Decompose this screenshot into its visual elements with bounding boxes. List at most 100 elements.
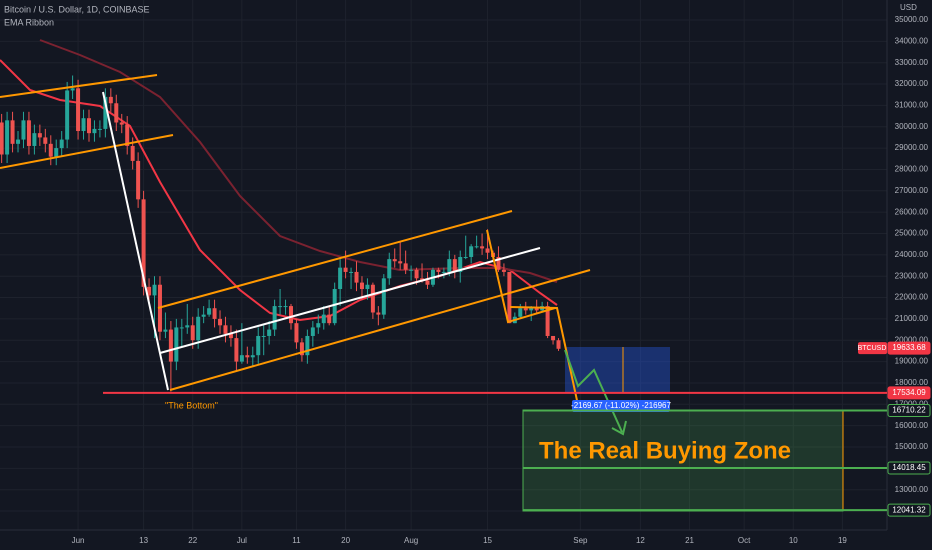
candle-body (267, 329, 272, 336)
candle-body (48, 143, 53, 157)
candle-body (0, 122, 4, 155)
candle-body (86, 118, 91, 134)
candle-body (239, 355, 244, 362)
y-tick-label: 16000.00 (895, 421, 929, 430)
candle-body (256, 335, 261, 356)
y-tick-label: 22000.00 (895, 293, 929, 302)
x-tick-label: 10 (789, 536, 798, 545)
y-tick-label: 27000.00 (895, 186, 929, 195)
chart-title: Bitcoin / U.S. Dollar, 1D, COINBASE (4, 4, 150, 14)
x-tick-label: 15 (483, 536, 492, 545)
candle-body (92, 128, 97, 134)
candle-body (447, 259, 452, 272)
trend-line (102, 91, 169, 391)
candle-body (245, 355, 250, 358)
channel-line (0, 134, 174, 169)
candle-body (534, 308, 539, 311)
x-tick-label: 11 (292, 536, 301, 545)
y-tick-label: 30000.00 (895, 122, 929, 131)
candle-body (26, 120, 31, 146)
candle-body (403, 263, 408, 270)
trend-line (159, 247, 541, 354)
candle-body (59, 139, 64, 149)
y-tick-label: 26000.00 (895, 207, 929, 216)
candle-body (147, 286, 152, 296)
candle-body (436, 269, 441, 272)
candle-body (174, 327, 179, 362)
candle-body (272, 306, 277, 330)
x-tick-label: Oct (738, 536, 751, 545)
candle-body (474, 246, 479, 248)
level-box (887, 341, 931, 355)
y-tick-label: 17000.00 (895, 399, 929, 408)
candle-body (141, 199, 146, 287)
x-tick-label: 22 (188, 536, 197, 545)
candle-body (37, 133, 42, 138)
candle-body (469, 246, 474, 257)
level-box (887, 461, 931, 475)
candle-body (207, 308, 212, 315)
candle-body (507, 271, 512, 324)
x-tick-label: 19 (838, 536, 847, 545)
position-box (565, 347, 670, 393)
candle-body (163, 329, 168, 332)
candle-body (414, 269, 419, 279)
y-tick-label: 19000.00 (895, 357, 929, 366)
level-box (887, 503, 931, 517)
time-axis (0, 530, 932, 550)
candle-body (196, 316, 201, 341)
candle-body (518, 308, 523, 317)
candle-body (81, 118, 86, 132)
candle-body (190, 325, 195, 341)
position-pill (572, 400, 670, 412)
candle-body (365, 284, 370, 290)
candle-body (125, 124, 130, 146)
axis-unit: USD (900, 3, 917, 12)
y-tick-label: 31000.00 (895, 101, 929, 110)
candle-body (228, 333, 233, 339)
candle-body (338, 267, 343, 290)
candle-body (343, 267, 348, 272)
candle-body (501, 269, 506, 272)
candle-body (409, 269, 414, 271)
level-label: 17534.09 (892, 388, 926, 397)
candle-body (21, 120, 26, 140)
candle-body (10, 120, 15, 144)
y-tick-label: 33000.00 (895, 58, 929, 67)
level-label: 19633.68 (892, 343, 926, 352)
candle-body (349, 271, 354, 273)
candle-body (359, 282, 364, 290)
candle-body (321, 314, 326, 324)
candle-body (119, 122, 124, 125)
candle-body (179, 327, 184, 329)
channel-line (0, 74, 158, 98)
candle-body (32, 133, 37, 146)
candle-body (5, 120, 10, 155)
x-tick-label: Sep (573, 536, 588, 545)
candle-body (278, 306, 283, 308)
candle-body (463, 256, 468, 258)
bottom-label: "The Bottom" (165, 400, 218, 410)
y-tick-label: 21000.00 (895, 314, 929, 323)
channel-line (169, 269, 591, 391)
candle-body (420, 278, 425, 281)
candle-body (305, 335, 310, 356)
candle-body (545, 306, 550, 336)
y-tick-label: 32000.00 (895, 79, 929, 88)
level-box (887, 386, 931, 400)
grid (0, 0, 887, 530)
y-tick-label: 28000.00 (895, 165, 929, 174)
candle-body (551, 335, 556, 341)
candle-body (250, 355, 255, 358)
symbol-box (858, 342, 887, 355)
candle-body (376, 312, 381, 315)
y-tick-label: 34000.00 (895, 36, 929, 45)
candle-body (299, 342, 304, 356)
candle-body (556, 340, 561, 349)
candle-body (212, 308, 217, 319)
ema-fast (0, 59, 558, 322)
candle-body (370, 284, 375, 313)
candle-body (392, 259, 397, 262)
candle-body (332, 289, 337, 324)
